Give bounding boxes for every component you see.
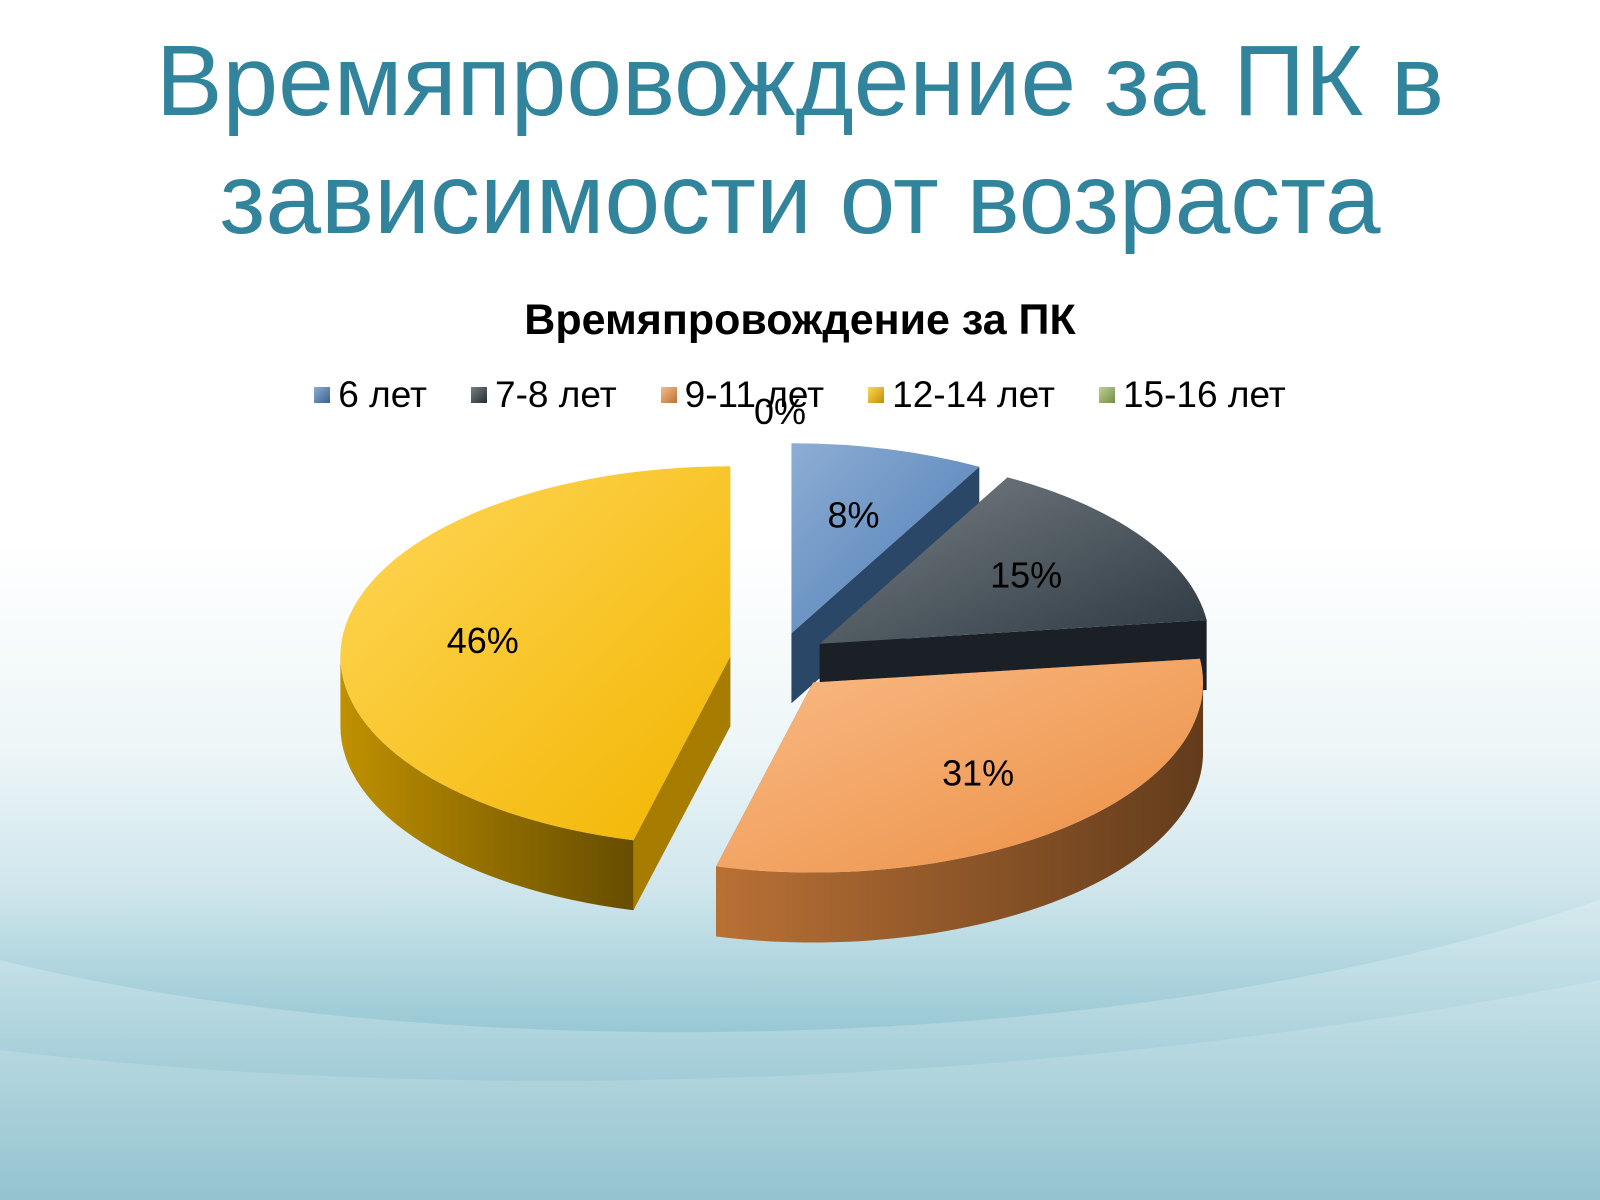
legend-swatch-0	[314, 387, 331, 403]
data-label-9-11-лет: 31%	[942, 753, 1014, 794]
pie-slice-12-14-лет	[340, 466, 731, 911]
legend-item-0: 6 лет	[314, 374, 427, 416]
data-label-12-14-лет: 46%	[447, 620, 519, 661]
legend-swatch-2	[660, 387, 677, 403]
legend-label-1: 7-8 лет	[495, 374, 617, 415]
legend-swatch-4	[1098, 387, 1115, 403]
pie-slice-9-11-лет	[716, 658, 1204, 943]
pie-slice-top-12-14-лет	[340, 466, 731, 841]
slide-title-line-1: Времяпровождение за ПК в	[155, 25, 1445, 137]
legend-swatch-1	[471, 387, 487, 403]
data-label-7-8-лет: 15%	[990, 554, 1062, 595]
legend-swatch-3	[868, 387, 885, 403]
slide-title: Времяпровождение за ПК в зависимости от …	[0, 22, 1600, 258]
legend-item-3: 12-14 лет	[868, 374, 1055, 416]
legend-label-3: 12-14 лет	[892, 374, 1055, 415]
chart-legend: 6 лет 7-8 лет 9-11 лет 12-14 лет 15-16 лет	[0, 374, 1600, 416]
data-label-6-лет: 8%	[827, 494, 879, 535]
pie-slice-side-0-12-14-лет	[633, 656, 731, 911]
pie-slice-top-9-11-лет	[716, 658, 1204, 873]
legend-item-1: 7-8 лет	[471, 374, 617, 416]
slide-title-line-2: зависимости от возраста	[219, 143, 1381, 255]
legend-label-2: 9-11 лет	[684, 374, 825, 415]
legend-label-4: 15-16 лет	[1122, 374, 1286, 415]
pie-slice-top-7-8-лет	[819, 477, 1207, 644]
pie-slice-top-6-лет	[791, 443, 980, 634]
pie-slice-wall-0-9-11-лет	[716, 682, 1204, 943]
chart-title: Времяпровождение за ПК	[524, 296, 1076, 344]
data-label-15-16-лет: 0%	[754, 391, 806, 432]
pie-slice-wall-0-12-14-лет	[340, 656, 634, 911]
legend-label-0: 6 лет	[338, 374, 427, 415]
legend-item-2: 9-11 лет	[660, 374, 825, 416]
legend-item-4: 15-16 лет	[1098, 374, 1286, 416]
